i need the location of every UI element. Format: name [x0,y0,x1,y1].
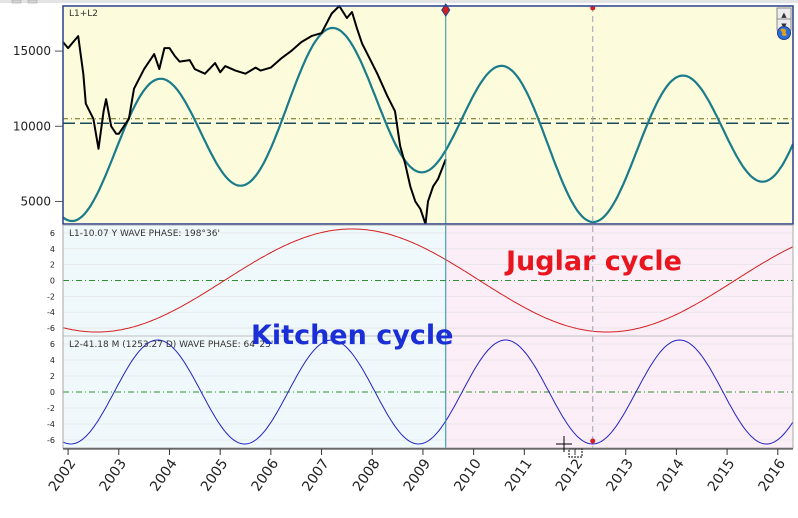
toolbar-button[interactable] [27,0,38,4]
y-tick-label-l1: -2 [47,292,55,301]
y-tick-label-l2: 0 [50,388,55,397]
y-tick-label-l1: -4 [47,308,55,317]
y-tick-label-l2: 2 [50,372,55,381]
lower-panels-border [62,224,794,449]
svg-text:▲: ▲ [781,11,787,19]
mouse-pointer-icon [556,436,583,458]
x-tick-label: 2003 [96,456,130,494]
globe-icon[interactable] [777,26,791,40]
y-tick-label-l1: 4 [50,245,55,254]
panel-title-l2: L2-41.18 M (1253.27 D) WAVE PHASE: 64°25… [69,340,273,350]
kitchen-cycle-label: Kitchen cycle [251,320,453,351]
x-tick-label: 2008 [350,456,384,494]
x-tick-label: 2009 [401,456,435,494]
x-tick-label: 2011 [502,456,536,494]
juglar-cycle-label: Juglar cycle [504,246,682,277]
x-tick-label: 2016 [756,456,790,494]
l2-wave-line [62,339,794,445]
x-tick-label: 2004 [147,456,181,494]
price-line [62,5,447,225]
y-tick-label-l1: -6 [47,324,55,333]
y-tick-label-l2: 6 [50,340,55,349]
toolbar-strip [0,0,798,3]
y-tick-label-l1: 2 [50,261,55,270]
x-tick-label: 2002 [46,456,80,494]
y-tick-label-l1: 0 [50,277,55,286]
y-tick-label-l2: 4 [50,356,55,365]
x-tick-label: 2015 [705,456,739,494]
x-tick-label: 2007 [299,456,333,494]
x-tick-label: 2012 [553,456,587,494]
cursor-handle[interactable] [441,3,451,17]
x-tick-label: 2006 [249,456,283,494]
y-tick-label-l2: -6 [47,436,55,445]
x-tick-label: 2014 [654,456,688,494]
x-tick-label: 2010 [451,456,485,494]
y-tick-label-l2: -2 [47,404,55,413]
y-tick-label-l1l2: 10000 [13,119,51,133]
panel-l1l2-border [62,5,794,225]
scroll-up-button[interactable]: ▲ [776,7,792,20]
toolbar-button[interactable] [11,0,22,4]
y-tick-label-l1l2: 15000 [13,44,51,58]
panel-title-l1l2: L1+L2 [69,9,98,19]
svg-text:▼: ▼ [781,22,787,30]
l1-plus-l2-wave-line [62,26,795,224]
l1-wave-line [62,228,794,333]
y-tick-label-l1: 6 [50,229,55,238]
x-tick-label: 2005 [198,456,232,494]
x-tick-label: 2013 [603,456,637,494]
marker-bottom-dot[interactable] [590,438,596,444]
y-tick-label-l2: -4 [47,420,55,429]
y-tick-label-l1l2: 5000 [20,194,51,208]
panel-l1l2-background [63,6,793,224]
panel-title-l1: L1-10.07 Y WAVE PHASE: 198°36' [69,229,220,239]
